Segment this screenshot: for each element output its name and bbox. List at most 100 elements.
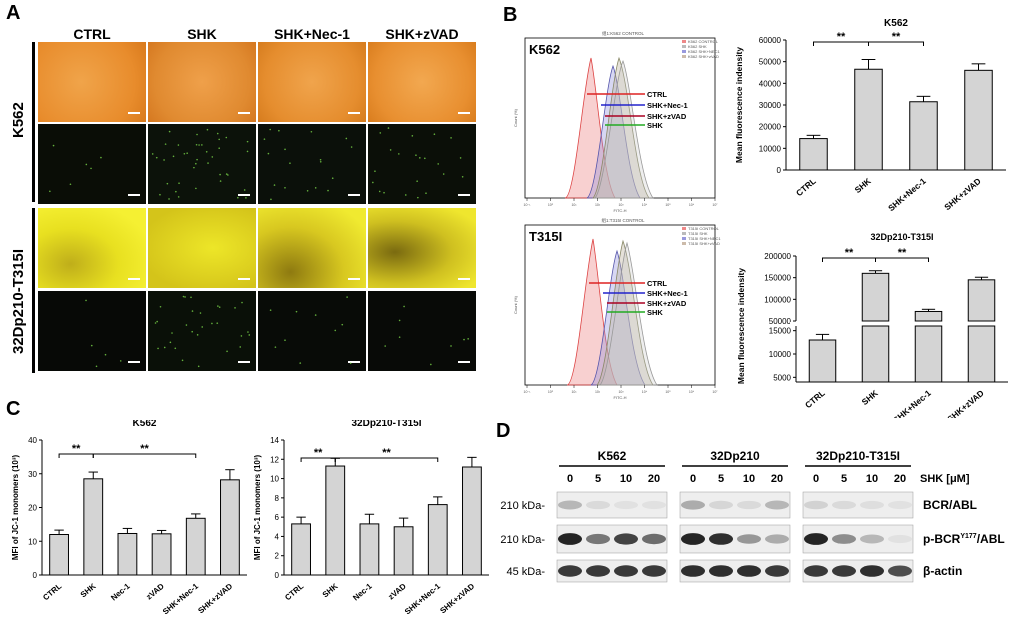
scale-bar xyxy=(238,112,250,114)
dose-label: 5 xyxy=(718,473,724,485)
significance-bracket xyxy=(875,257,929,262)
speckle xyxy=(314,187,317,189)
speckle xyxy=(389,149,392,151)
significance-label: ** xyxy=(140,443,149,455)
speckle xyxy=(350,146,353,148)
y-tick-label: 14 xyxy=(270,436,279,445)
speckle xyxy=(289,162,291,164)
histogram-x-tick-label: 10⁷ xyxy=(712,390,718,394)
y-tick-label: 4 xyxy=(275,532,280,541)
y-tick-label: 8 xyxy=(275,494,280,503)
marker-label-nec1: SHK+Nec-1 xyxy=(647,101,688,110)
bar xyxy=(325,465,346,576)
bar xyxy=(854,68,883,171)
y-tick-label: 20 xyxy=(28,504,37,513)
y-tick-label: 5000 xyxy=(773,373,791,382)
histogram-curve-ctrl xyxy=(566,238,618,386)
speckle xyxy=(247,331,249,333)
histogram-xlabel: FITC-H xyxy=(613,395,626,400)
speckle xyxy=(345,137,348,140)
speckle xyxy=(415,154,417,156)
chart-title: 32Dp210-T315I xyxy=(351,420,421,429)
speckle xyxy=(206,128,209,131)
blot-cell-line-header: 32Dp210-T315I xyxy=(816,449,900,463)
dose-label: 10 xyxy=(743,473,755,485)
scale-bar xyxy=(128,278,140,280)
histogram-x-tick-label: 10³ xyxy=(618,203,624,207)
speckle xyxy=(349,362,352,365)
k562-row-label: K562 xyxy=(10,102,27,138)
speckle xyxy=(450,345,452,347)
panel-d-letter: D xyxy=(496,420,511,442)
speckle xyxy=(245,197,247,199)
bar xyxy=(220,479,240,576)
dose-label: 10 xyxy=(620,473,632,485)
histogram-x-tick-label: 10⁶ xyxy=(689,390,695,394)
speckle xyxy=(314,314,317,316)
blot-band xyxy=(642,500,666,510)
y-tick-label: 10 xyxy=(28,537,37,546)
legend-entry-nec1: K562 SHK+NEC1 xyxy=(688,49,720,54)
legend-swatch-ctrl xyxy=(682,227,686,230)
blot-band xyxy=(558,533,582,545)
k562-row-bracket xyxy=(32,42,35,202)
blot-band xyxy=(586,500,610,510)
speckle xyxy=(225,136,228,139)
speckle xyxy=(218,306,221,308)
dose-label: 20 xyxy=(771,473,783,485)
micrograph-t315i-shk-brightfield xyxy=(148,208,256,288)
speckle xyxy=(425,192,427,195)
bar-lower-segment xyxy=(967,325,996,383)
y-tick-label: 10000 xyxy=(769,350,792,359)
speckle xyxy=(430,363,432,366)
category-label: SHK+Nec-1 xyxy=(891,388,933,418)
histogram-x-tick-label: 10⁰ xyxy=(548,390,554,394)
category-label: CTRL xyxy=(283,582,305,603)
speckle xyxy=(226,350,228,353)
blot-band xyxy=(765,565,789,577)
speckle xyxy=(437,163,440,165)
speckle xyxy=(219,173,221,176)
histogram-curve-zvad xyxy=(599,241,658,386)
blot-band xyxy=(681,533,705,545)
bar xyxy=(151,533,172,576)
blot-band xyxy=(681,565,705,577)
category-label: SHK xyxy=(321,581,340,599)
marker-label-zvad: SHK+zVAD xyxy=(647,112,687,121)
blot-row-label-suffix: /ABL xyxy=(977,532,1005,546)
histogram-x-tick-label: 10⁻¹ xyxy=(524,203,532,207)
bar xyxy=(427,504,448,576)
speckle xyxy=(295,310,298,313)
blot-band xyxy=(558,500,582,510)
speckle xyxy=(319,160,322,163)
category-label: SHK+Nec-1 xyxy=(886,176,928,213)
significance-bracket xyxy=(868,41,924,46)
micrograph-t315i-shk-nec1-brightfield xyxy=(258,208,366,288)
speckle xyxy=(190,296,192,299)
speckle xyxy=(331,177,334,180)
blot-band xyxy=(888,565,912,577)
significance-label: ** xyxy=(892,31,901,43)
y-tick-label: 100000 xyxy=(764,295,791,304)
speckle xyxy=(341,323,344,326)
fluorescent-cell-speckles xyxy=(49,127,469,368)
category-label: CTRL xyxy=(794,176,818,198)
speckle xyxy=(185,324,188,326)
blot-band xyxy=(614,565,638,577)
blot-band xyxy=(642,533,666,545)
bar xyxy=(49,534,69,576)
flow-histogram-k562: 组1:K562 CONTROL K562 K562 CONTROL K562 S… xyxy=(513,30,720,213)
speckle xyxy=(467,338,469,340)
y-tick-label: 0 xyxy=(33,571,38,580)
speckle xyxy=(246,140,249,143)
scale-bar xyxy=(348,112,360,114)
blot-band xyxy=(614,533,638,545)
speckle xyxy=(416,180,418,182)
blot-band xyxy=(832,500,856,510)
blot-band xyxy=(642,565,666,577)
condition-header-shk: SHK xyxy=(187,26,217,42)
speckle xyxy=(90,344,93,347)
scale-bar xyxy=(458,278,470,280)
scale-bar xyxy=(238,194,250,196)
speckle xyxy=(155,156,158,159)
